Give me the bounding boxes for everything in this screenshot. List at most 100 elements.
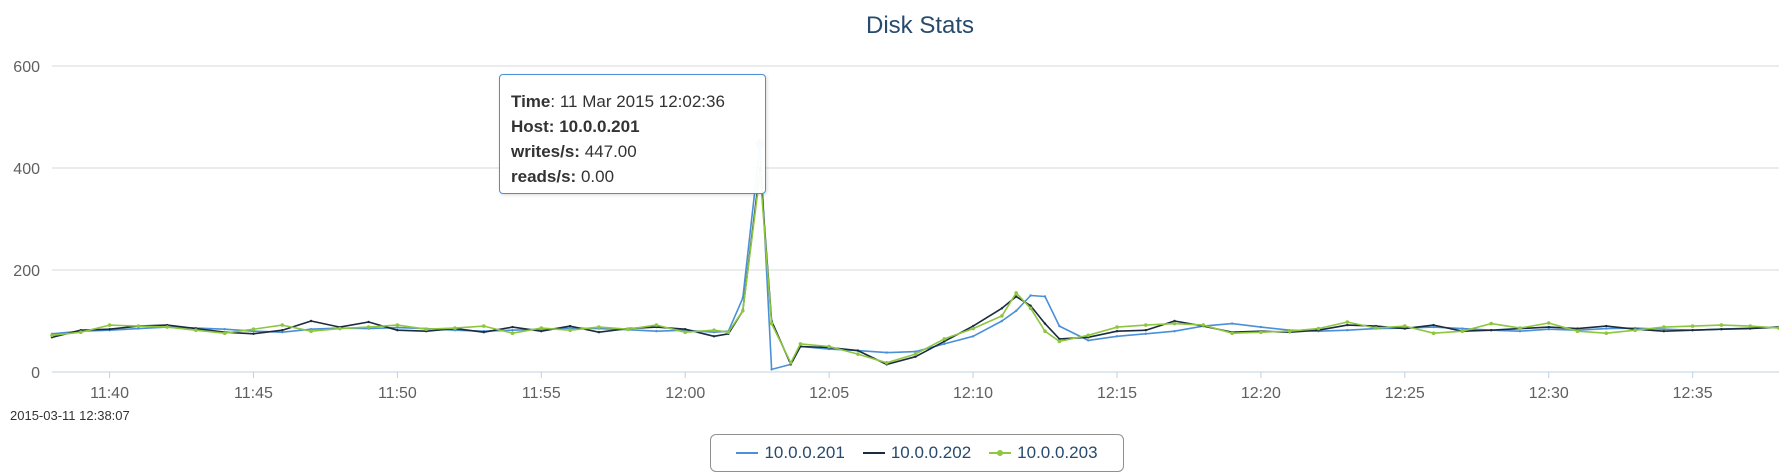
series-line-10-0-0-202[interactable] <box>51 167 1779 366</box>
data-point-10-0-0-202 <box>396 329 399 332</box>
legend-item-202[interactable]: 10.0.0.202 <box>862 443 971 463</box>
data-point-10-0-0-203 <box>798 342 803 346</box>
data-point-10-0-0-202 <box>1691 329 1694 332</box>
tooltip-time-label: Time <box>511 92 551 111</box>
data-point-10-0-0-203 <box>165 325 169 329</box>
data-point-10-0-0-203 <box>1604 331 1609 336</box>
x-tick-label: 11:45 <box>234 385 273 402</box>
tooltip-time-row: Time: 11 Mar 2015 12:02:36 <box>511 92 725 111</box>
data-point-10-0-0-203 <box>1403 324 1407 328</box>
tooltip-host-row: Host: 10.0.0.201 <box>511 114 754 139</box>
data-point-10-0-0-201 <box>741 296 744 300</box>
data-point-10-0-0-203 <box>1287 329 1292 334</box>
data-point-10-0-0-201 <box>943 342 946 346</box>
data-point-10-0-0-201 <box>1547 328 1550 331</box>
x-tick-label: 11:55 <box>522 385 561 402</box>
data-point-10-0-0-202 <box>712 335 716 338</box>
data-point-10-0-0-203 <box>1489 321 1493 326</box>
data-point-10-0-0-203 <box>1000 314 1004 318</box>
data-point-10-0-0-202 <box>1058 337 1061 341</box>
data-point-10-0-0-202 <box>309 319 313 323</box>
data-point-10-0-0-203 <box>1662 325 1666 329</box>
tooltip-host-label: Host: <box>511 117 555 136</box>
data-point-10-0-0-203 <box>683 330 687 335</box>
data-point-10-0-0-202 <box>1432 323 1435 327</box>
data-point-10-0-0-203 <box>1431 331 1436 336</box>
data-point-10-0-0-203 <box>1201 323 1206 327</box>
chart-legend: 10.0.0.201 10.0.0.202 10.0.0.203 <box>710 434 1124 472</box>
data-point-10-0-0-201 <box>1043 295 1047 298</box>
data-point-10-0-0-201 <box>1259 325 1263 329</box>
legend-item-203[interactable]: 10.0.0.203 <box>989 443 1098 463</box>
x-tick-label: 12:00 <box>665 385 705 402</box>
tooltip-writes-row: writes/s: 447.00 <box>511 139 754 164</box>
data-point-10-0-0-201 <box>1432 325 1435 329</box>
data-point-10-0-0-203 <box>1043 329 1047 334</box>
x-tick-label: 12:35 <box>1673 385 1713 402</box>
x-tick-label: 12:20 <box>1241 385 1281 402</box>
data-point-10-0-0-202 <box>1029 304 1032 307</box>
data-point-10-0-0-203 <box>1345 320 1350 324</box>
data-point-10-0-0-201 <box>1518 330 1522 333</box>
data-point-10-0-0-201 <box>885 351 888 354</box>
data-point-10-0-0-201 <box>1000 319 1004 323</box>
data-point-10-0-0-202 <box>568 324 572 328</box>
data-point-10-0-0-202 <box>281 329 284 332</box>
legend-item-201[interactable]: 10.0.0.201 <box>736 443 845 463</box>
data-point-10-0-0-203 <box>1057 339 1062 344</box>
data-point-10-0-0-203 <box>136 324 141 328</box>
series-line-10-0-0-203[interactable] <box>51 172 1779 364</box>
data-point-10-0-0-203 <box>884 361 889 365</box>
data-point-10-0-0-201 <box>1173 330 1176 333</box>
data-point-10-0-0-203 <box>789 361 793 365</box>
data-point-10-0-0-203 <box>309 329 313 334</box>
legend-label-201: 10.0.0.201 <box>764 443 845 462</box>
data-point-10-0-0-203 <box>107 323 112 327</box>
data-point-10-0-0-202 <box>1173 319 1176 323</box>
data-point-10-0-0-203 <box>1259 330 1263 335</box>
data-point-10-0-0-203 <box>482 324 486 328</box>
data-point-10-0-0-203 <box>194 328 198 333</box>
data-point-10-0-0-203 <box>1719 323 1724 327</box>
data-point-10-0-0-203 <box>726 330 731 335</box>
data-point-10-0-0-203 <box>1144 323 1148 327</box>
data-point-10-0-0-203 <box>1690 324 1695 328</box>
data-point-10-0-0-203 <box>741 309 745 313</box>
legend-swatch-201 <box>736 452 759 454</box>
data-point-10-0-0-201 <box>281 331 284 334</box>
data-point-10-0-0-203 <box>1230 331 1234 336</box>
data-point-10-0-0-203 <box>1633 328 1637 333</box>
data-point-10-0-0-201 <box>770 368 773 371</box>
data-point-10-0-0-202 <box>1605 324 1608 328</box>
data-point-10-0-0-201 <box>1058 324 1061 328</box>
tooltip-writes-value: 447.00 <box>584 142 637 161</box>
data-point-10-0-0-202 <box>482 331 485 334</box>
data-point-10-0-0-203 <box>424 327 429 332</box>
data-point-10-0-0-201 <box>1144 332 1148 335</box>
data-point-10-0-0-202 <box>1749 327 1752 330</box>
data-point-10-0-0-203 <box>338 326 342 331</box>
x-tick-label: 12:30 <box>1529 385 1569 402</box>
data-point-10-0-0-202 <box>1015 295 1018 298</box>
data-point-10-0-0-201 <box>1115 335 1119 338</box>
data-point-10-0-0-202 <box>971 324 975 328</box>
data-point-10-0-0-202 <box>367 320 370 324</box>
legend-label-203: 10.0.0.203 <box>1017 443 1098 462</box>
data-point-10-0-0-203 <box>1374 326 1378 330</box>
data-point-10-0-0-202 <box>1043 322 1047 325</box>
data-point-10-0-0-203 <box>654 323 659 327</box>
tooltip-writes-label: writes/s: <box>511 142 580 161</box>
data-point-10-0-0-201 <box>223 328 226 331</box>
data-point-10-0-0-203 <box>856 352 860 356</box>
data-point-10-0-0-203 <box>395 323 400 327</box>
tooltip-host-value: 10.0.0.201 <box>559 117 640 136</box>
data-point-10-0-0-203 <box>79 330 83 335</box>
data-point-10-0-0-203 <box>1546 321 1551 325</box>
data-point-10-0-0-201 <box>1230 322 1234 325</box>
data-point-10-0-0-203 <box>280 323 285 327</box>
series-line-10-0-0-201[interactable] <box>51 143 1779 371</box>
data-point-10-0-0-203 <box>568 328 572 333</box>
data-point-10-0-0-201 <box>1087 339 1090 342</box>
data-point-10-0-0-202 <box>1576 327 1579 330</box>
x-tick-label: 11:40 <box>90 385 129 402</box>
